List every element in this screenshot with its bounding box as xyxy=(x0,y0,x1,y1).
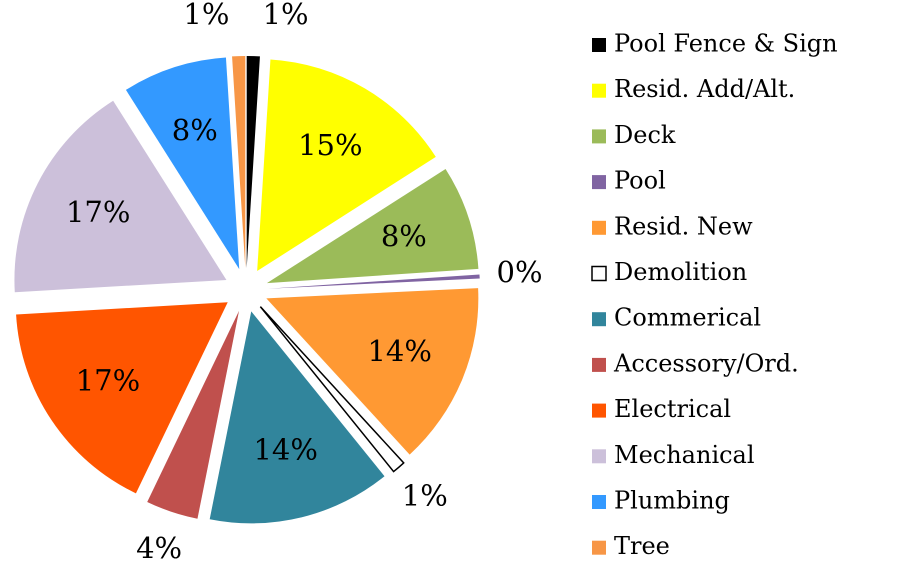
data-label: 14% xyxy=(367,334,431,368)
data-label: 4% xyxy=(136,531,182,565)
legend-swatch xyxy=(592,129,606,144)
pie-slice xyxy=(209,311,385,524)
pie-slice xyxy=(246,56,260,269)
legend-label: Commerical xyxy=(614,304,761,332)
legend-label: Pool xyxy=(614,167,666,195)
legend-swatch xyxy=(592,540,606,555)
legend-swatch xyxy=(592,175,606,190)
legend-label: Pool Fence & Sign xyxy=(614,30,838,58)
pie-slice xyxy=(259,306,405,473)
legend-label: Plumbing xyxy=(614,487,730,515)
data-label: 0% xyxy=(497,255,543,289)
data-label: 14% xyxy=(253,432,317,466)
data-label: 17% xyxy=(76,364,140,398)
legend-swatch xyxy=(592,449,606,464)
data-label: 1% xyxy=(183,0,229,31)
legend-swatch xyxy=(592,38,606,52)
data-label: 1% xyxy=(402,479,448,513)
pie-slice xyxy=(147,310,240,519)
data-label: 17% xyxy=(66,195,130,229)
pie-slice xyxy=(267,274,480,289)
legend-swatch xyxy=(592,220,606,235)
pie-slice xyxy=(125,57,240,270)
data-label: 8% xyxy=(172,113,218,147)
pie-slice xyxy=(257,59,436,272)
legend-swatch xyxy=(592,357,606,372)
pie-slice xyxy=(14,100,227,293)
data-label: 1% xyxy=(263,0,309,31)
pie-slice xyxy=(16,302,228,494)
legend-label: Tree xyxy=(614,532,670,560)
data-label: 15% xyxy=(298,128,362,162)
legend-swatch xyxy=(591,265,607,282)
pie-slice xyxy=(266,168,479,284)
data-label: 8% xyxy=(381,219,427,253)
legend-label: Mechanical xyxy=(614,441,755,469)
legend-swatch xyxy=(592,403,606,418)
legend-label: Demolition xyxy=(614,258,747,286)
legend-swatch xyxy=(592,83,606,98)
pie-slice xyxy=(266,288,479,455)
legend-label: Resid. New xyxy=(614,212,753,240)
legend-label: Electrical xyxy=(614,395,731,423)
legend-label: Accessory/Ord. xyxy=(613,349,799,377)
legend-swatch xyxy=(592,312,606,327)
legend-label: Deck xyxy=(614,121,676,149)
legend-swatch xyxy=(592,495,606,509)
legend-label: Resid. Add/Alt. xyxy=(614,75,795,103)
pie-slice xyxy=(232,56,246,269)
